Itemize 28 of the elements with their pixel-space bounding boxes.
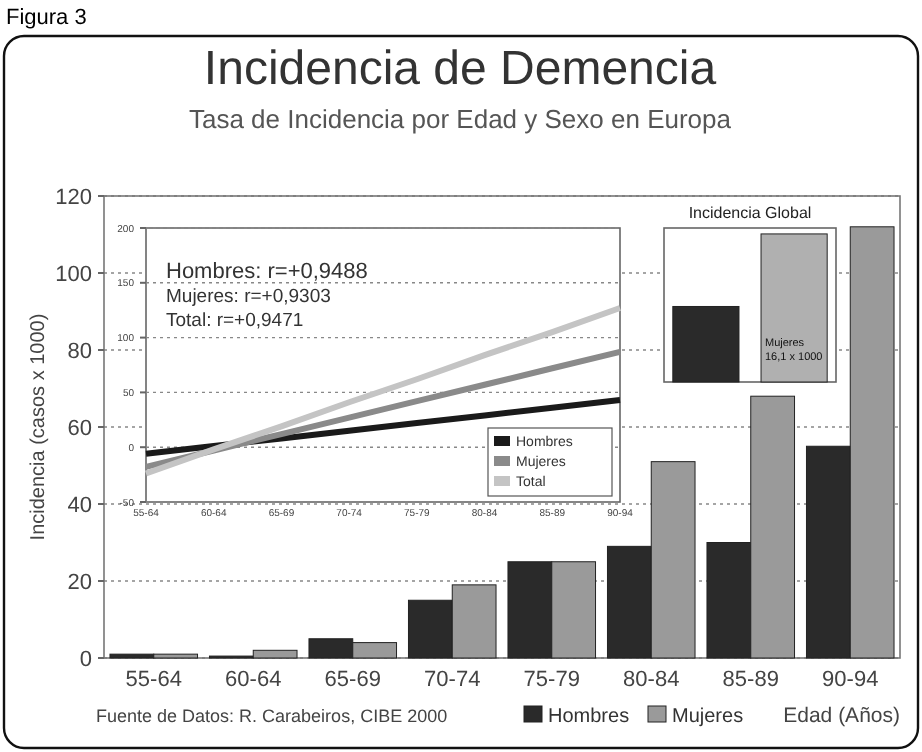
x-tick-label: 80-84: [623, 668, 680, 692]
annotation: Hombres: r=+0,9488: [166, 260, 368, 284]
y-tick-label: 0: [79, 647, 92, 672]
x-tick-label: 70-74: [424, 668, 481, 692]
y-tick-label: 80: [67, 339, 92, 364]
y-tick-label: 40: [67, 493, 92, 518]
x-tick-label: 55-64: [125, 668, 182, 692]
legend-label: Hombres: [548, 706, 630, 728]
x-tick-label: 90-94: [822, 668, 879, 692]
y-tick-label: 120: [55, 185, 92, 210]
y-axis-title: Incidencia (casos x 1000): [28, 313, 50, 541]
x-tick-label: 65-69: [324, 668, 381, 692]
annotation: Total: r=+0,9471: [166, 310, 304, 332]
chart-title: Incidencia de Demencia: [203, 42, 718, 96]
x-tick-label: 60-64: [225, 668, 282, 692]
chart-subtitle: Tasa de Incidencia por Edad y Sexo en Europa: [188, 104, 733, 134]
source-note: Fuente de Datos: R. Carabeiros, CIBE 2000: [96, 706, 448, 726]
y-tick-label: 60: [67, 416, 92, 441]
line-series: [143, 305, 623, 477]
x-axis-title: Edad (Años): [783, 704, 900, 728]
y-tick-label: 100: [55, 262, 92, 287]
y-tick-label: 20: [67, 570, 92, 595]
text: Figura 3: [6, 6, 87, 30]
x-tick-label: 85-89: [722, 668, 779, 692]
annotation: Mujeres: r=+0,9303: [166, 286, 331, 308]
x-tick-label: 75-79: [523, 668, 580, 692]
legend-label: Mujeres: [672, 706, 744, 728]
chart-title: Incidencia Global: [688, 204, 812, 222]
